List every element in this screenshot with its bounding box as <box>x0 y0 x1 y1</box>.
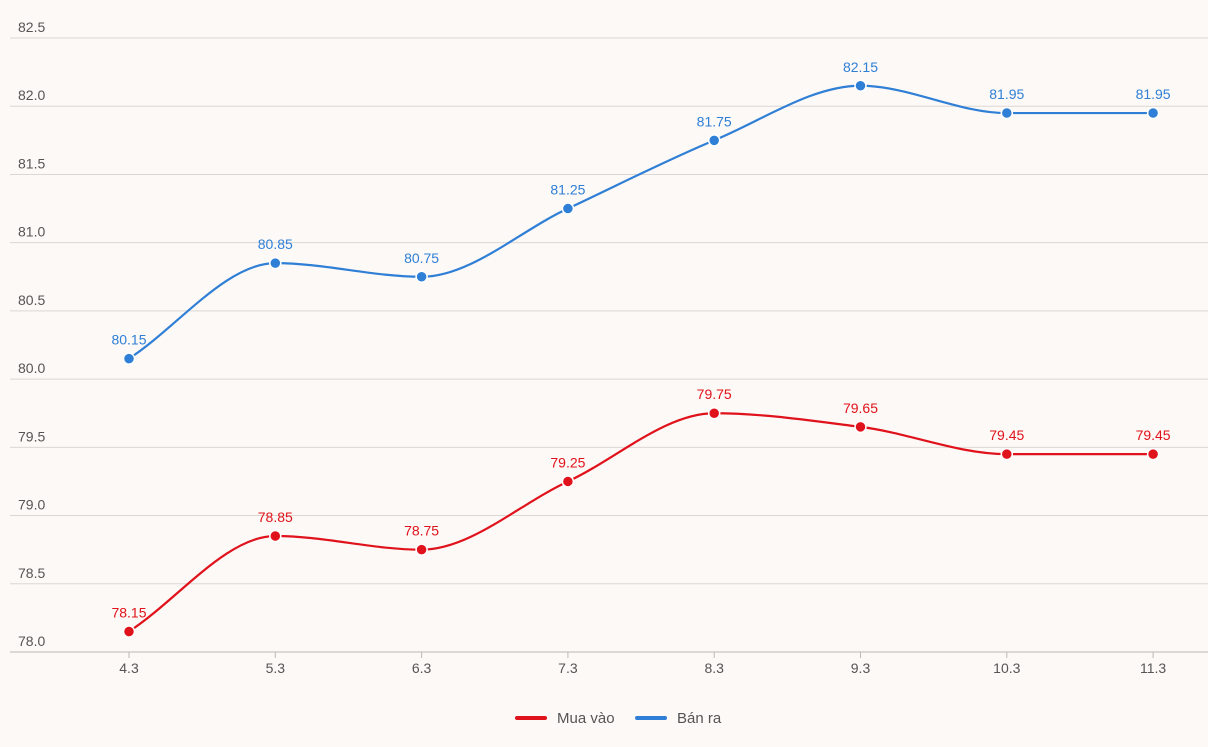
y-tick-label: 78.0 <box>18 633 45 649</box>
data-label: 81.95 <box>989 86 1024 102</box>
y-tick-label: 78.5 <box>18 565 45 581</box>
series-layer: 78.15 78.85 78.75 79.25 79.75 79.65 79.45 79.45… <box>111 59 1171 638</box>
data-point[interactable] <box>707 406 721 420</box>
y-tick-label: 80.0 <box>18 360 45 376</box>
data-label: 82.15 <box>843 59 878 75</box>
data-label: 79.25 <box>550 454 585 470</box>
data-point[interactable] <box>415 270 428 284</box>
data-label: 81.75 <box>697 113 732 129</box>
data-point[interactable] <box>269 256 282 270</box>
data-point[interactable] <box>561 202 575 215</box>
x-axis: 4.3 5.3 6.3 7.3 8.3 9.3 10.3 11.3 <box>119 652 1166 676</box>
data-point[interactable] <box>1000 106 1014 120</box>
y-tick-label: 82.5 <box>18 19 45 35</box>
data-label: 78.75 <box>404 523 439 539</box>
data-label: 78.85 <box>258 509 293 525</box>
y-tick-label: 81.5 <box>18 155 45 171</box>
data-point[interactable] <box>269 529 282 543</box>
x-tick-label: 11.3 <box>1140 660 1166 676</box>
legend-label: Bán ra <box>677 710 722 727</box>
data-point[interactable] <box>854 420 867 434</box>
data-point[interactable] <box>1000 447 1014 461</box>
x-tick-label: 9.3 <box>851 660 871 676</box>
x-tick-label: 10.3 <box>993 660 1020 676</box>
y-tick-label: 79.5 <box>18 428 45 444</box>
data-point[interactable] <box>707 134 721 147</box>
data-label: 79.75 <box>697 386 732 402</box>
y-tick-label: 80.5 <box>18 292 45 308</box>
series-mua-vao: 78.15 78.85 78.75 79.25 79.75 79.65 79.45 79.45 <box>111 386 1171 638</box>
data-point[interactable] <box>122 352 136 365</box>
legend-item[interactable]: Mua vào <box>515 710 615 727</box>
y-tick-label: 79.0 <box>18 497 45 513</box>
legend-item[interactable]: Bán ra <box>635 710 722 727</box>
series-line <box>128 84 1154 360</box>
x-tick-label: 6.3 <box>412 660 432 676</box>
data-point[interactable] <box>854 79 867 93</box>
data-label: 79.45 <box>1136 427 1171 443</box>
data-label: 79.65 <box>843 400 878 416</box>
data-point[interactable] <box>1146 447 1160 461</box>
legend: Mua vào Bán ra <box>515 710 722 727</box>
data-point[interactable] <box>122 625 136 638</box>
series-ban-ra: 80.15 80.85 80.75 81.25 81.75 82.15 81.95 81.95 <box>111 59 1171 365</box>
data-label: 80.75 <box>404 250 439 266</box>
data-label: 80.85 <box>258 236 293 252</box>
data-point[interactable] <box>1146 106 1160 120</box>
x-tick-label: 4.3 <box>119 660 139 676</box>
data-label: 79.45 <box>989 427 1024 443</box>
x-tick-label: 5.3 <box>266 660 286 676</box>
y-tick-label: 82.0 <box>18 87 45 103</box>
data-label: 78.15 <box>111 605 146 621</box>
x-tick-label: 8.3 <box>704 660 724 676</box>
data-label: 81.95 <box>1136 86 1171 102</box>
data-point[interactable] <box>415 543 428 556</box>
x-tick-label: 7.3 <box>558 660 578 676</box>
grid-layer <box>10 37 1208 653</box>
legend-label: Mua vào <box>557 710 615 727</box>
y-tick-label: 81.0 <box>18 224 45 240</box>
y-axis: 78.0 78.5 79.0 79.5 80.0 80.5 81.0 81.5 82.0 82.5 <box>18 19 45 649</box>
data-label: 80.15 <box>111 332 146 348</box>
data-point[interactable] <box>561 475 575 488</box>
data-label: 81.25 <box>550 182 585 198</box>
series-line <box>128 412 1154 633</box>
